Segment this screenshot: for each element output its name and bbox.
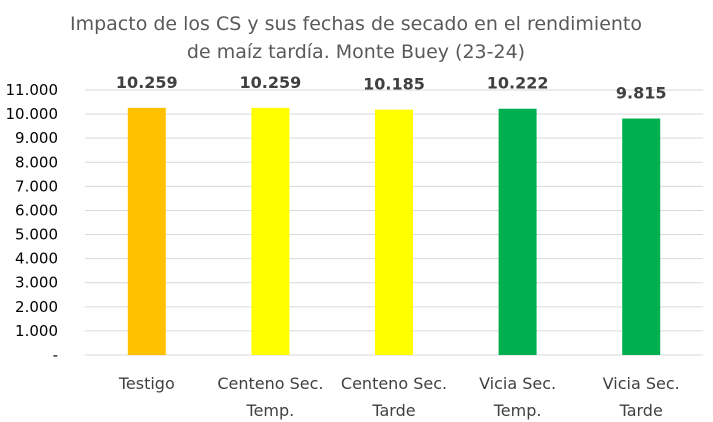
data-label: 10.222 (487, 74, 549, 93)
bars (127, 107, 661, 355)
y-tick-label: 5.000 (15, 226, 58, 244)
y-tick-label: 1.000 (15, 322, 58, 340)
y-tick-label: 8.000 (15, 153, 58, 171)
y-tick-label: 7.000 (15, 177, 58, 195)
x-tick-label: Temp. (246, 401, 295, 420)
x-tick-label: Vicia Sec. (479, 374, 556, 393)
y-tick-label: 4.000 (15, 250, 58, 268)
x-tick-label: Temp. (493, 401, 542, 420)
y-tick-label: 10.000 (6, 105, 59, 123)
bar (622, 118, 661, 355)
y-tick-label: 2.000 (15, 298, 58, 316)
data-label: 10.259 (116, 73, 178, 92)
bar (375, 109, 413, 355)
chart-title-line: de maíz tardía. Monte Buey (23-24) (187, 41, 525, 63)
chart-title: Impacto de los CS y sus fechas de secado… (70, 13, 642, 63)
y-axis-tick-labels: - 1.000 2.000 3.000 4.000 5.000 6.000 7.000 8.00… (6, 81, 59, 364)
bar (498, 108, 537, 355)
x-tick-label: Testigo (118, 374, 175, 393)
bar (127, 107, 166, 355)
y-tick-label: 3.000 (15, 274, 58, 292)
y-tick-label: 6.000 (15, 201, 58, 219)
data-label: 9.815 (616, 84, 667, 103)
x-axis-tick-labels: Testigo Centeno Sec. Temp. Centeno Sec. Tard… (118, 374, 680, 420)
x-tick-label: Vicia Sec. (603, 374, 680, 393)
y-tick-label: 9.000 (15, 129, 58, 147)
data-label: 10.259 (240, 73, 302, 92)
data-labels: 10.259 10.259 10.185 10.222 9.815 (116, 73, 667, 103)
bar (251, 107, 290, 355)
x-tick-label: Centeno Sec. (341, 374, 447, 393)
y-tick-label: - (53, 346, 58, 364)
x-tick-label: Tarde (619, 401, 663, 420)
x-tick-label: Centeno Sec. (217, 374, 323, 393)
x-tick-label: Tarde (371, 401, 415, 420)
data-label: 10.185 (363, 75, 425, 94)
chart-title-line: Impacto de los CS y sus fechas de secado… (70, 13, 642, 35)
y-tick-label: 11.000 (6, 81, 59, 99)
